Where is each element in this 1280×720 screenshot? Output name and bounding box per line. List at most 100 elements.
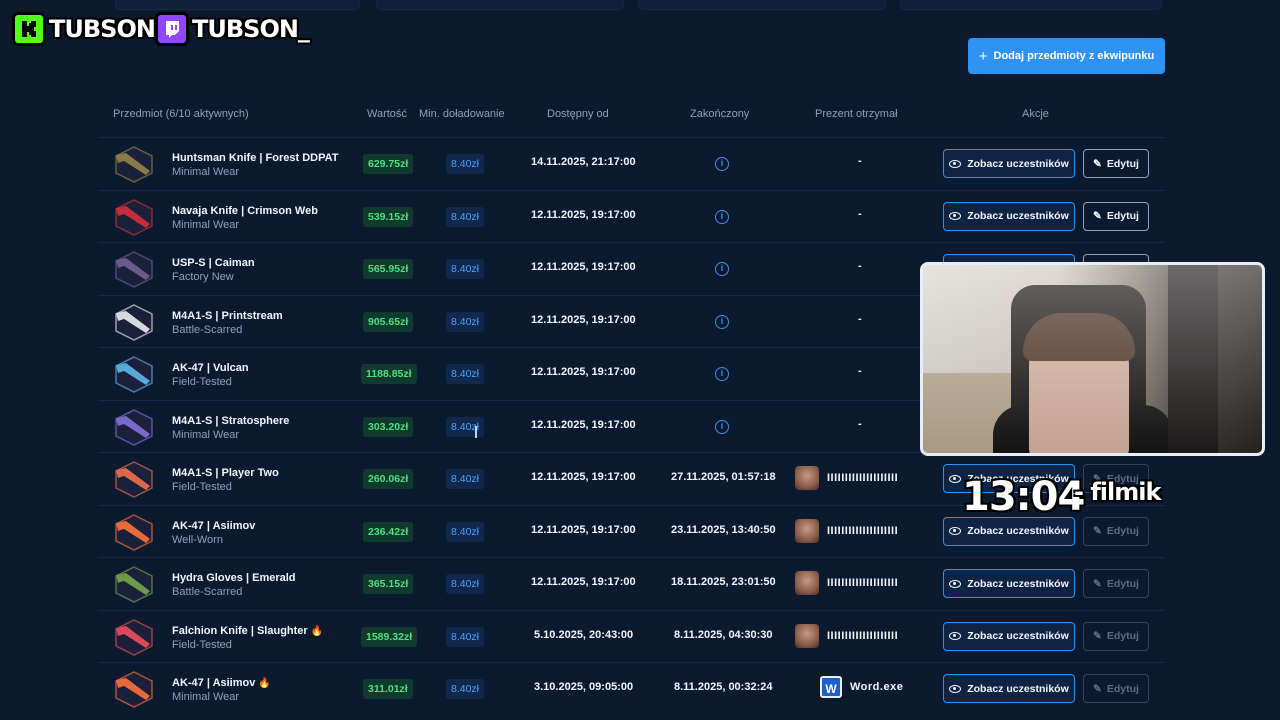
edit-button[interactable]: ✎ Edytuj bbox=[1083, 569, 1149, 598]
item-name-text: AK-47 | Asiimov bbox=[172, 677, 256, 689]
winner-name: IIIIIIIIIIIIIIIIIIII bbox=[827, 472, 899, 484]
table-row: Huntsman Knife | Forest DDPAT Minimal Wea… bbox=[98, 137, 1164, 189]
eye-icon bbox=[949, 474, 962, 483]
available-from: 12.11.2025, 19:17:00 bbox=[531, 313, 636, 326]
edit-button[interactable]: ✎ Edytuj bbox=[1083, 516, 1149, 546]
edit-label: Edytuj bbox=[1106, 525, 1139, 537]
available-from: 12.11.2025, 19:17:00 bbox=[531, 366, 636, 378]
edit-icon: ✎ bbox=[1093, 682, 1102, 695]
see-participants-label: Zobacz uczestników bbox=[967, 472, 1069, 485]
info-icon[interactable]: i bbox=[715, 367, 729, 381]
see-participants-label: Zobacz uczestników bbox=[967, 630, 1069, 642]
item-value-badge: 905.65zł bbox=[363, 311, 414, 332]
edit-label: Edytuj bbox=[1106, 682, 1139, 695]
see-participants-button[interactable]: Zobacz uczestników bbox=[943, 569, 1075, 598]
min-topup-badge: 8.40zł bbox=[446, 521, 485, 542]
ended-at: 27.11.2025, 01:57:18 bbox=[671, 471, 776, 483]
top-card bbox=[900, 0, 1162, 10]
top-card bbox=[638, 0, 886, 10]
item-name-text: M4A1-S | Printstream bbox=[172, 309, 283, 322]
available-from: 12.11.2025, 19:17:00 bbox=[531, 523, 636, 536]
add-items-from-inventory-button[interactable]: + Dodaj przedmioty z ekwipunku bbox=[968, 38, 1165, 74]
info-icon[interactable]: i bbox=[715, 262, 729, 276]
available-from: 12.11.2025, 19:17:00 bbox=[531, 471, 636, 483]
add-items-label: Dodaj przedmioty z ekwipunku bbox=[993, 50, 1155, 62]
winner-name: IIIIIIIIIIIIIIIIIIII bbox=[827, 524, 899, 537]
winner-name: IIIIIIIIIIIIIIIIIIII bbox=[827, 629, 899, 642]
item-wear: Field-Tested bbox=[172, 376, 232, 388]
available-from: 12.11.2025, 19:17:00 bbox=[531, 208, 636, 221]
available-from: 5.10.2025, 20:43:00 bbox=[534, 628, 634, 641]
item-value-badge: 565.95zł bbox=[363, 259, 414, 279]
item-name-text: Falchion Knife | Slaughter bbox=[172, 624, 308, 637]
see-participants-button[interactable]: Zobacz uczestników bbox=[943, 516, 1075, 546]
word-app-icon: W bbox=[820, 676, 842, 698]
item-thumbnail bbox=[115, 356, 153, 393]
info-icon[interactable]: i bbox=[715, 419, 729, 434]
table-row: M4A1-S | Player Two Field-Tested 260.06zł 8… bbox=[98, 452, 1164, 504]
twitch-handle: TUBSON_ bbox=[192, 15, 310, 43]
edit-button[interactable]: ✎ Edytuj bbox=[1083, 201, 1149, 231]
available-from: 12.11.2025, 19:17:00 bbox=[531, 418, 636, 431]
edit-icon: ✎ bbox=[1093, 525, 1102, 537]
info-icon[interactable]: i bbox=[715, 157, 729, 171]
see-participants-button[interactable]: Zobacz uczestników bbox=[943, 464, 1075, 493]
min-topup-badge: 8.40zł bbox=[446, 679, 485, 699]
item-name-text: Hydra Gloves | Emerald bbox=[172, 572, 296, 584]
edit-label: Edytuj bbox=[1106, 157, 1139, 170]
item-thumbnail bbox=[115, 251, 153, 288]
header-winner: Prezent otrzymał bbox=[815, 108, 898, 120]
twitch-brand: TUBSON_ bbox=[155, 12, 310, 46]
top-card bbox=[376, 0, 624, 10]
available-from: 12.11.2025, 19:17:00 bbox=[531, 576, 636, 588]
eye-icon bbox=[949, 159, 962, 168]
item-name: M4A1-S | Stratosphere bbox=[172, 415, 289, 427]
min-topup-badge: 8.40zł bbox=[446, 154, 485, 174]
winner: IIIIIIIIIIIIIIIIIIII bbox=[795, 466, 898, 490]
item-thumbnail bbox=[115, 303, 153, 341]
see-participants-label: Zobacz uczestników bbox=[967, 525, 1069, 537]
item-name: USP-S | Caiman bbox=[172, 257, 255, 269]
item-thumbnail bbox=[115, 671, 153, 708]
webcam-shelf bbox=[1168, 265, 1218, 453]
edit-button[interactable]: ✎ Edytuj bbox=[1083, 621, 1149, 651]
item-name-text: AK-47 | Asiimov bbox=[172, 519, 256, 532]
ended-at: 23.11.2025, 13:40:50 bbox=[671, 523, 776, 536]
info-icon[interactable]: i bbox=[715, 209, 729, 224]
eye-icon bbox=[949, 579, 962, 588]
item-name: Falchion Knife | Slaughter 🔥 bbox=[172, 625, 323, 637]
stream-timer: 13:04 bbox=[962, 474, 1085, 520]
edit-button[interactable]: ✎ Edytuj bbox=[1083, 464, 1149, 493]
ended-at: 8.11.2025, 00:32:24 bbox=[674, 681, 773, 693]
plus-icon: + bbox=[978, 47, 988, 65]
see-participants-button[interactable]: Zobacz uczestników bbox=[943, 149, 1075, 178]
table-header: Przedmiot (6/10 aktywnych) Wartość Min. … bbox=[0, 100, 1280, 130]
table-row: AK-47 | Asiimov Well-Worn 236.42zł 8.40zł 12… bbox=[98, 504, 1164, 557]
edit-icon: ✎ bbox=[1093, 577, 1102, 590]
item-value-badge: 303.20zł bbox=[363, 416, 414, 437]
item-name-text: Navaja Knife | Crimson Web bbox=[172, 204, 318, 217]
webcam-light bbox=[923, 265, 1262, 453]
see-participants-label: Zobacz uczestników bbox=[967, 157, 1069, 170]
eye-icon bbox=[949, 632, 962, 640]
table-row: Hydra Gloves | Emerald Battle-Scarred 365.… bbox=[98, 557, 1164, 609]
item-thumbnail bbox=[115, 513, 153, 551]
edit-label: Edytuj bbox=[1106, 577, 1139, 590]
see-participants-button[interactable]: Zobacz uczestników bbox=[943, 621, 1075, 651]
item-value-badge: 1589.32zł bbox=[361, 626, 418, 647]
edit-label: Edytuj bbox=[1106, 210, 1139, 222]
see-participants-button[interactable]: Zobacz uczestników bbox=[943, 201, 1075, 231]
kick-brand: TUBSON bbox=[12, 12, 156, 46]
header-item: Przedmiot (6/10 aktywnych) bbox=[113, 108, 249, 120]
item-wear: Field-Tested bbox=[172, 481, 232, 493]
see-participants-button[interactable]: Zobacz uczestników bbox=[943, 674, 1075, 703]
available-from: 14.11.2025, 21:17:00 bbox=[531, 156, 636, 168]
see-participants-label: Zobacz uczestników bbox=[967, 210, 1069, 222]
item-name-text: Huntsman Knife | Forest DDPAT bbox=[172, 152, 339, 164]
winner-avatar bbox=[795, 518, 819, 543]
info-icon[interactable]: i bbox=[715, 314, 729, 329]
edit-button[interactable]: ✎ Edytuj bbox=[1083, 149, 1149, 178]
header-ended: Zakończony bbox=[690, 108, 750, 120]
item-wear: Minimal Wear bbox=[172, 691, 240, 703]
edit-button[interactable]: ✎ Edytuj bbox=[1083, 674, 1149, 703]
